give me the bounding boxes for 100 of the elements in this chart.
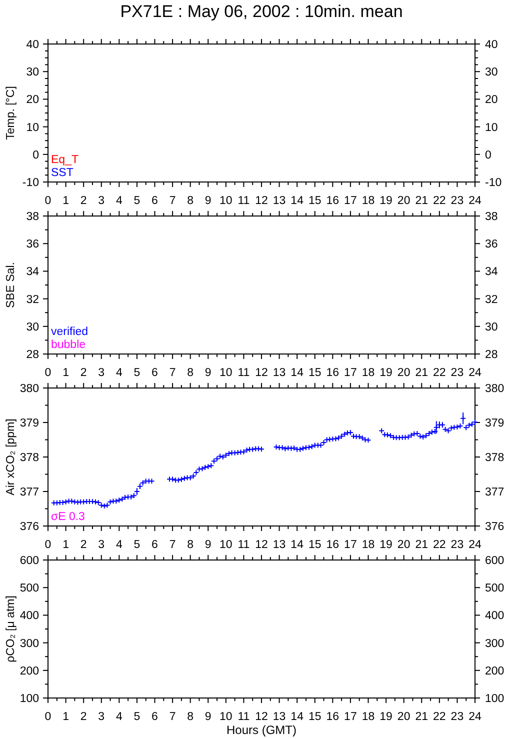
x-tick-label: 24 xyxy=(468,711,482,723)
chart-title: PX71E : May 06, 2002 : 10min. mean xyxy=(120,2,403,21)
x-tick-label: 4 xyxy=(116,195,123,207)
x-tick-label: 20 xyxy=(397,195,410,207)
x-tick-label: 11 xyxy=(238,367,250,379)
y2-tick-label: 36 xyxy=(485,238,498,251)
x-tick-label: 0 xyxy=(44,539,52,551)
x-tick-label: 14 xyxy=(290,539,304,551)
x-tick-label: 3 xyxy=(98,539,105,551)
x-tick-label: 13 xyxy=(272,539,286,551)
y2-tick-label: 600 xyxy=(485,555,504,567)
x-tick-label: 5 xyxy=(134,367,140,379)
x-tick-label: 22 xyxy=(433,195,446,207)
x-tick-label: 19 xyxy=(380,539,392,551)
y2-tick-label: 10 xyxy=(485,122,498,134)
y-axis-title: Air xCO₂ [ppm] xyxy=(5,418,17,496)
y2-tick-label: 0 xyxy=(485,149,492,162)
y2-tick-label: 379 xyxy=(485,418,504,430)
y-tick-label: 40 xyxy=(26,39,39,51)
x-tick-label: 15 xyxy=(308,367,322,379)
x-tick-label: 3 xyxy=(98,195,105,207)
y2-tick-label: 100 xyxy=(485,693,504,705)
y-axis-title: SBE Sal. xyxy=(5,262,17,308)
x-tick-label: 20 xyxy=(397,711,410,723)
x-tick-label: 7 xyxy=(169,367,176,379)
x-tick-label: 8 xyxy=(187,539,194,551)
x-tick-label: 0 xyxy=(44,711,52,723)
x-tick-label: 12 xyxy=(255,195,268,207)
x-tick-label: 4 xyxy=(116,539,123,551)
y-tick-label: 380 xyxy=(20,383,39,395)
x-axis-title: Hours (GMT) xyxy=(226,723,296,737)
annotation: verified xyxy=(51,326,88,338)
x-tick-label: 12 xyxy=(255,711,268,723)
y-tick-label: 377 xyxy=(20,486,39,498)
x-tick-label: 15 xyxy=(308,539,322,551)
x-tick-label: 16 xyxy=(326,539,340,551)
x-tick-label: 23 xyxy=(450,539,464,551)
x-tick-label: 12 xyxy=(255,367,268,379)
x-tick-label: 10 xyxy=(220,711,232,723)
x-tick-label: 12 xyxy=(255,539,268,551)
x-tick-label: 16 xyxy=(326,195,340,207)
x-tick-label: 6 xyxy=(152,539,158,551)
y-tick-label: 376 xyxy=(20,521,39,533)
x-tick-label: 17 xyxy=(344,367,357,379)
x-tick-label: 8 xyxy=(187,711,194,723)
x-tick-label: 1 xyxy=(62,711,69,723)
x-tick-label: 9 xyxy=(204,195,212,207)
y2-tick-label: 28 xyxy=(485,349,498,361)
x-tick-label: 22 xyxy=(433,367,446,379)
x-tick-label: 13 xyxy=(272,711,286,723)
x-tick-label: 2 xyxy=(80,539,87,551)
x-tick-label: 22 xyxy=(433,711,446,723)
x-tick-label: 2 xyxy=(80,367,87,379)
x-tick-label: 5 xyxy=(134,539,140,551)
y-tick-label: -10 xyxy=(22,177,39,189)
y2-tick-label: 380 xyxy=(485,383,504,395)
y-tick-label: 28 xyxy=(26,349,39,361)
x-tick-label: 10 xyxy=(220,367,232,379)
y2-tick-label: 38 xyxy=(485,211,498,223)
x-tick-label: 2 xyxy=(80,195,87,207)
y2-tick-label: -10 xyxy=(485,177,502,189)
y-tick-label: 0 xyxy=(32,149,39,162)
y2-tick-label: 20 xyxy=(485,94,498,106)
x-tick-label: 6 xyxy=(152,367,158,379)
x-tick-label: 16 xyxy=(326,711,340,723)
x-tick-label: 15 xyxy=(308,711,322,723)
x-tick-label: 14 xyxy=(290,711,304,723)
x-tick-label: 23 xyxy=(450,367,464,379)
x-tick-label: 19 xyxy=(380,195,392,207)
x-tick-label: 1 xyxy=(62,539,69,551)
x-tick-label: 17 xyxy=(344,711,357,723)
x-tick-label: 18 xyxy=(362,539,375,551)
y-tick-label: 32 xyxy=(26,294,39,306)
x-tick-label: 16 xyxy=(326,367,340,379)
x-tick-label: 21 xyxy=(415,195,428,207)
x-tick-label: 3 xyxy=(98,711,105,723)
y2-tick-label: 32 xyxy=(485,294,498,306)
y2-tick-label: 400 xyxy=(485,610,504,622)
y2-tick-label: 376 xyxy=(485,521,504,533)
x-tick-label: 18 xyxy=(362,367,375,379)
y-tick-label: 200 xyxy=(20,665,39,678)
y2-tick-label: 300 xyxy=(485,638,504,650)
x-tick-label: 1 xyxy=(62,367,69,379)
x-tick-label: 7 xyxy=(169,195,176,207)
x-tick-label: 5 xyxy=(134,711,140,723)
annotation: Eq_T xyxy=(51,154,78,166)
x-tick-label: 2 xyxy=(80,711,87,723)
x-tick-label: 7 xyxy=(169,539,176,551)
x-tick-label: 0 xyxy=(44,195,52,207)
x-tick-label: 5 xyxy=(134,195,140,207)
x-tick-label: 15 xyxy=(308,195,322,207)
x-tick-label: 19 xyxy=(380,711,392,723)
y-tick-label: 500 xyxy=(20,582,39,595)
y2-tick-label: 30 xyxy=(485,321,498,334)
y-tick-label: 34 xyxy=(26,266,40,278)
y-tick-label: 20 xyxy=(26,94,39,106)
x-tick-label: 8 xyxy=(187,367,194,379)
y-tick-label: 400 xyxy=(20,610,39,622)
x-tick-label: 4 xyxy=(116,367,123,379)
x-tick-label: 10 xyxy=(220,539,232,551)
